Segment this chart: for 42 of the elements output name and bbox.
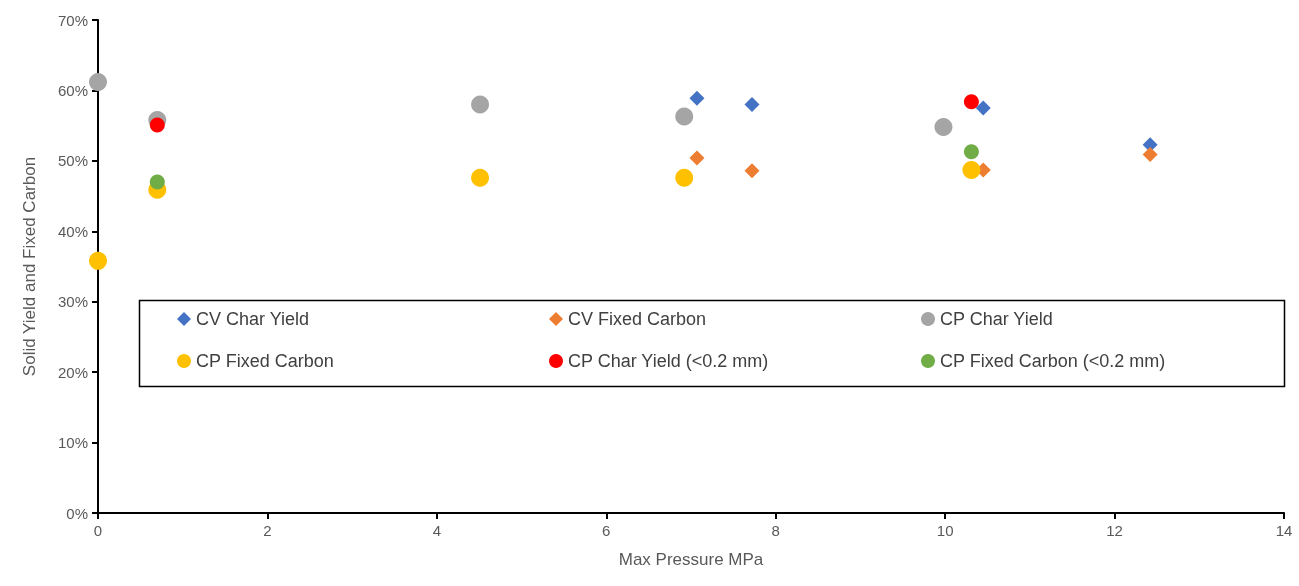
point [744,163,760,179]
legend-label: CP Char Yield (<0.2 mm) [568,351,769,371]
x-axis-title: Max Pressure MPa [618,550,764,569]
y-tick-label: 20% [57,363,88,381]
legend-label: CV Char Yield [196,309,310,329]
point [149,174,165,190]
x-tick-label: 14 [1275,522,1293,539]
legend-label: CP Fixed Carbon (<0.2 mm) [940,351,1166,371]
point [1142,147,1158,163]
point [675,107,694,126]
y-tick-label: 30% [57,293,88,311]
x-tick-label: 0 [93,522,103,539]
point [471,95,490,114]
x-tick-label: 10 [936,522,954,539]
point [963,94,979,110]
point [975,100,991,116]
point [689,90,705,106]
point [149,117,165,133]
x-tick-label: 6 [602,522,611,539]
x-tick-label: 4 [432,522,442,539]
legend-label: CV Fixed Carbon [568,309,707,329]
point [934,118,953,137]
point [963,144,979,160]
point [962,161,981,180]
legend-label: CP Char Yield [940,309,1053,329]
y-axis-title: Solid Yield and Fixed Carbon [20,156,39,377]
y-tick-label: 10% [57,434,88,452]
point [675,168,694,187]
y-tick-label: 60% [57,81,88,99]
point [89,72,107,91]
x-tick-label: 12 [1106,522,1123,539]
y-tick-label: 40% [57,222,88,240]
point [689,150,705,166]
y-tick-label: 50% [57,152,88,170]
x-tick-label: 8 [771,522,780,539]
point [744,97,760,113]
point [471,168,490,187]
y-tick-label: 0% [66,504,88,522]
point [89,251,107,270]
y-tick-label: 70% [57,11,88,29]
x-tick-label: 2 [263,522,272,539]
legend-label: CP Fixed Carbon [196,351,334,371]
